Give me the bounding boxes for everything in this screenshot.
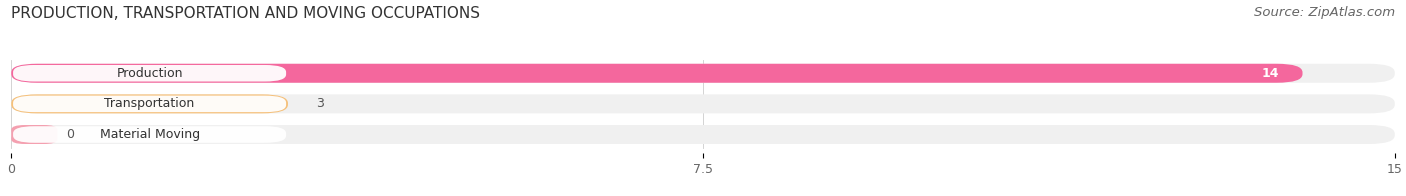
FancyBboxPatch shape xyxy=(11,94,288,113)
Text: 0: 0 xyxy=(66,128,75,141)
Text: PRODUCTION, TRANSPORTATION AND MOVING OCCUPATIONS: PRODUCTION, TRANSPORTATION AND MOVING OC… xyxy=(11,6,481,21)
Text: 3: 3 xyxy=(315,97,323,110)
Text: Material Moving: Material Moving xyxy=(100,128,200,141)
FancyBboxPatch shape xyxy=(11,125,58,144)
Text: Production: Production xyxy=(117,67,183,80)
Text: Transportation: Transportation xyxy=(104,97,194,110)
FancyBboxPatch shape xyxy=(13,126,285,143)
FancyBboxPatch shape xyxy=(11,94,1395,113)
FancyBboxPatch shape xyxy=(13,65,285,82)
Text: 14: 14 xyxy=(1263,67,1279,80)
FancyBboxPatch shape xyxy=(11,64,1302,83)
FancyBboxPatch shape xyxy=(11,64,1395,83)
FancyBboxPatch shape xyxy=(13,96,285,112)
FancyBboxPatch shape xyxy=(11,125,1395,144)
Text: Source: ZipAtlas.com: Source: ZipAtlas.com xyxy=(1254,6,1395,19)
